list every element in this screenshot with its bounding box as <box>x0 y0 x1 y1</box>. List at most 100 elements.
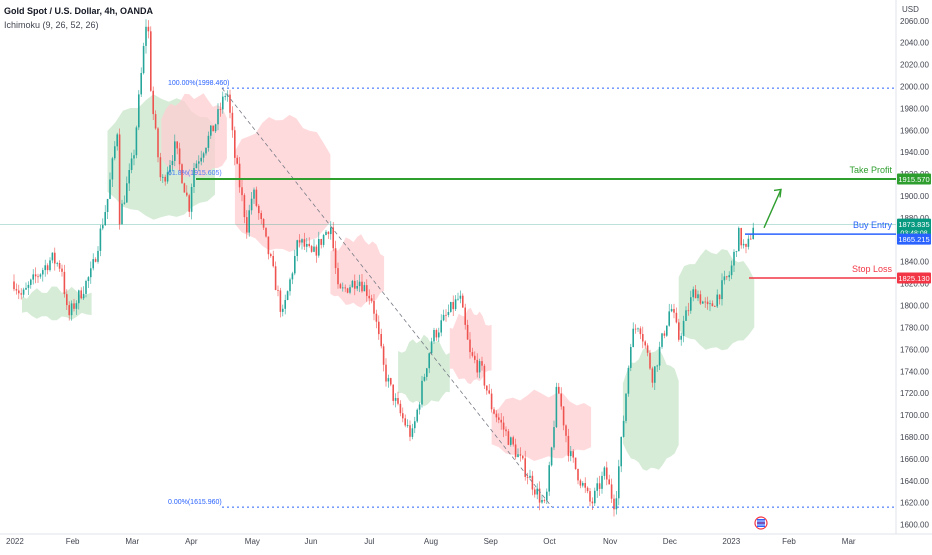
candle-body <box>486 385 488 391</box>
candle-body <box>714 306 716 307</box>
candle-body <box>488 390 490 394</box>
x-tick-label: Dec <box>663 537 677 546</box>
x-tick-label: 2023 <box>722 537 740 546</box>
candle-body <box>711 303 714 307</box>
candle-body <box>37 276 39 278</box>
y-tick-label: 1900.00 <box>900 192 929 201</box>
y-tick-label: 2040.00 <box>900 39 929 48</box>
candle-body <box>697 294 699 299</box>
candle-body <box>567 435 570 457</box>
candle-body <box>428 353 430 369</box>
candle-body <box>656 365 658 367</box>
candle-body <box>500 419 502 423</box>
candle-body <box>219 109 222 110</box>
candle-body <box>747 238 750 247</box>
candle-body <box>584 483 586 488</box>
candle-body <box>176 141 178 149</box>
candle-body <box>152 90 154 115</box>
currency-label: USD <box>902 5 919 14</box>
candle-body <box>339 284 342 289</box>
candle-body <box>85 281 87 294</box>
candle-body <box>49 260 51 271</box>
candle-body <box>630 347 632 368</box>
candle-body <box>514 444 517 458</box>
candle-body <box>123 202 126 204</box>
x-tick-label: May <box>245 537 260 546</box>
candle-body <box>224 96 226 97</box>
y-tick-label: 2000.00 <box>900 82 929 91</box>
indicator-legend[interactable]: Ichimoku (9, 26, 52, 26) <box>4 20 99 30</box>
take-profit-badge-bg <box>897 173 931 185</box>
candle-body <box>20 293 22 295</box>
candle-body <box>745 243 747 247</box>
candle-body <box>466 324 469 340</box>
candle-body <box>61 268 63 272</box>
ichimoku-cloud-bull <box>398 334 450 407</box>
candle-body <box>690 297 692 311</box>
candle-body <box>277 290 279 291</box>
candle-body <box>368 295 370 299</box>
candle-body <box>522 455 524 459</box>
plot-background <box>0 0 896 534</box>
candle-body <box>378 321 380 335</box>
candle-body <box>46 265 49 271</box>
candle-body <box>229 94 231 113</box>
candle-body <box>457 298 459 300</box>
candle-body <box>687 310 690 312</box>
candle-body <box>478 361 481 373</box>
candle-body <box>632 328 634 347</box>
candle-body <box>644 341 646 346</box>
candle-body <box>586 487 589 492</box>
candle-body <box>238 163 241 188</box>
candle-body <box>322 235 325 245</box>
time-axis[interactable]: 2022 Feb Mar Apr May Jun Jul Aug Sep Oct Nov Dec 202… <box>6 537 856 546</box>
chart-title: Gold Spot / U.S. Dollar, 4h, OANDA <box>4 6 154 16</box>
candle-body <box>267 236 270 255</box>
event-flag-icon[interactable] <box>754 516 768 530</box>
x-tick-label: Jun <box>305 537 318 546</box>
y-tick-label: 2020.00 <box>900 61 929 70</box>
candle-body <box>560 393 562 407</box>
candle-body <box>214 124 217 132</box>
candle-body <box>171 160 174 165</box>
trade-levels-layer: Take Profit Buy Entry Stop Loss <box>0 165 896 279</box>
candle-body <box>154 114 157 129</box>
candle-body <box>87 277 90 281</box>
y-tick-label: 1720.00 <box>900 389 929 398</box>
x-tick-label: Feb <box>66 537 80 546</box>
buy-entry-label: Buy Entry <box>853 220 893 230</box>
candle-body <box>159 157 162 178</box>
y-tick-label: 1740.00 <box>900 367 929 376</box>
candle-body <box>409 425 411 437</box>
candle-body <box>502 422 505 430</box>
price-axis[interactable]: 1600.00 1620.00 1640.00 1660.00 1680.00 1700.… <box>900 17 929 530</box>
candle-body <box>742 243 745 246</box>
candle-body <box>385 364 387 382</box>
candle-body <box>668 311 670 326</box>
candle-body <box>207 135 210 148</box>
candle-body <box>289 279 291 292</box>
candle-body <box>99 228 102 251</box>
candle-body <box>481 361 483 366</box>
candle-body <box>111 158 114 180</box>
candle-body <box>459 295 462 299</box>
candle-body <box>692 289 694 298</box>
candle-body <box>512 437 514 445</box>
candle-body <box>106 199 109 212</box>
candle-body <box>682 320 685 336</box>
candle-body <box>303 239 306 247</box>
candle-body <box>310 246 313 252</box>
candle-body <box>325 231 327 235</box>
candle-body <box>730 265 733 276</box>
fib-level-label: 100.00%(1998.460) <box>168 80 230 87</box>
candle-body <box>498 417 500 420</box>
candle-body <box>462 295 464 308</box>
candle-body <box>627 367 630 394</box>
candle-body <box>538 488 541 503</box>
candle-body <box>116 134 118 147</box>
candle-body <box>351 280 354 288</box>
y-tick-label: 1780.00 <box>900 323 929 332</box>
candle-body <box>649 352 651 369</box>
